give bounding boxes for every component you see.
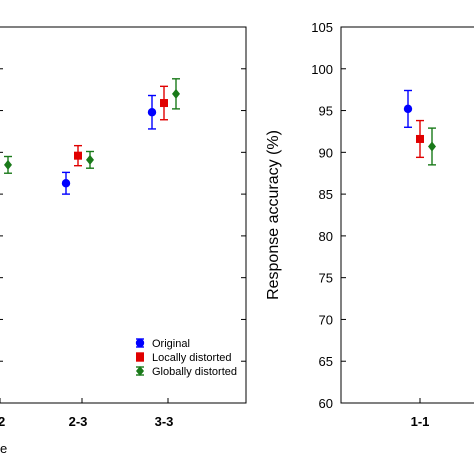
right-y-tick-label-5: 85 <box>319 187 333 202</box>
left-point-0-0 <box>61 179 71 188</box>
right-y-tick-label-0: 60 <box>319 396 333 411</box>
right-y-tick-label-7: 95 <box>319 104 333 119</box>
legend-marker-1 <box>136 353 144 361</box>
left-point-2-0 <box>4 159 12 170</box>
left-category-label-0: 2 <box>0 414 5 429</box>
legend: Original Locally distorted Globally distor… <box>135 338 237 378</box>
left-point-2-1 <box>86 154 94 165</box>
left-point-1-0 <box>74 151 82 160</box>
right-point-1-0 <box>416 134 424 143</box>
legend-label-2: Globally distorted <box>152 366 237 378</box>
left-point-1-1 <box>160 99 168 108</box>
right-y-tick-label-3: 75 <box>319 271 333 286</box>
left-category-label-1: 2-3 <box>69 414 88 429</box>
right-y-axis-label: Response accuracy (%) <box>265 130 282 300</box>
left-point-2-2 <box>172 88 180 99</box>
right-point-2-0 <box>428 141 436 152</box>
legend-marker-0 <box>135 338 145 348</box>
left-category-label-2: 3-3 <box>155 414 174 429</box>
legend-label-0: Original <box>152 338 190 350</box>
legend-label-1: Locally distorted <box>152 352 232 364</box>
left-chart-panel: 2 2-3 3-3 e Original Locally distorted Globall… <box>0 26 247 456</box>
left-point-0-1 <box>147 108 157 117</box>
left-x-axis-label-fragment: e <box>0 441 7 456</box>
right-y-tick-label-6: 90 <box>319 145 333 160</box>
right-point-0-0 <box>403 104 413 114</box>
right-y-tick-label-1: 65 <box>319 354 333 369</box>
right-plot-frame <box>340 26 474 404</box>
left-plot-frame <box>0 26 247 404</box>
legend-marker-2 <box>136 366 144 376</box>
right-y-tick-label-8: 100 <box>311 62 333 77</box>
right-y-tick-label-2: 70 <box>319 312 333 327</box>
right-category-label-0: 1-1 <box>411 414 430 429</box>
right-chart-panel: 60 65 70 75 80 85 90 95 100 105 Response accuracy … <box>265 20 474 429</box>
right-y-tick-label-4: 80 <box>319 229 333 244</box>
right-y-tick-label-9: 105 <box>311 20 333 35</box>
